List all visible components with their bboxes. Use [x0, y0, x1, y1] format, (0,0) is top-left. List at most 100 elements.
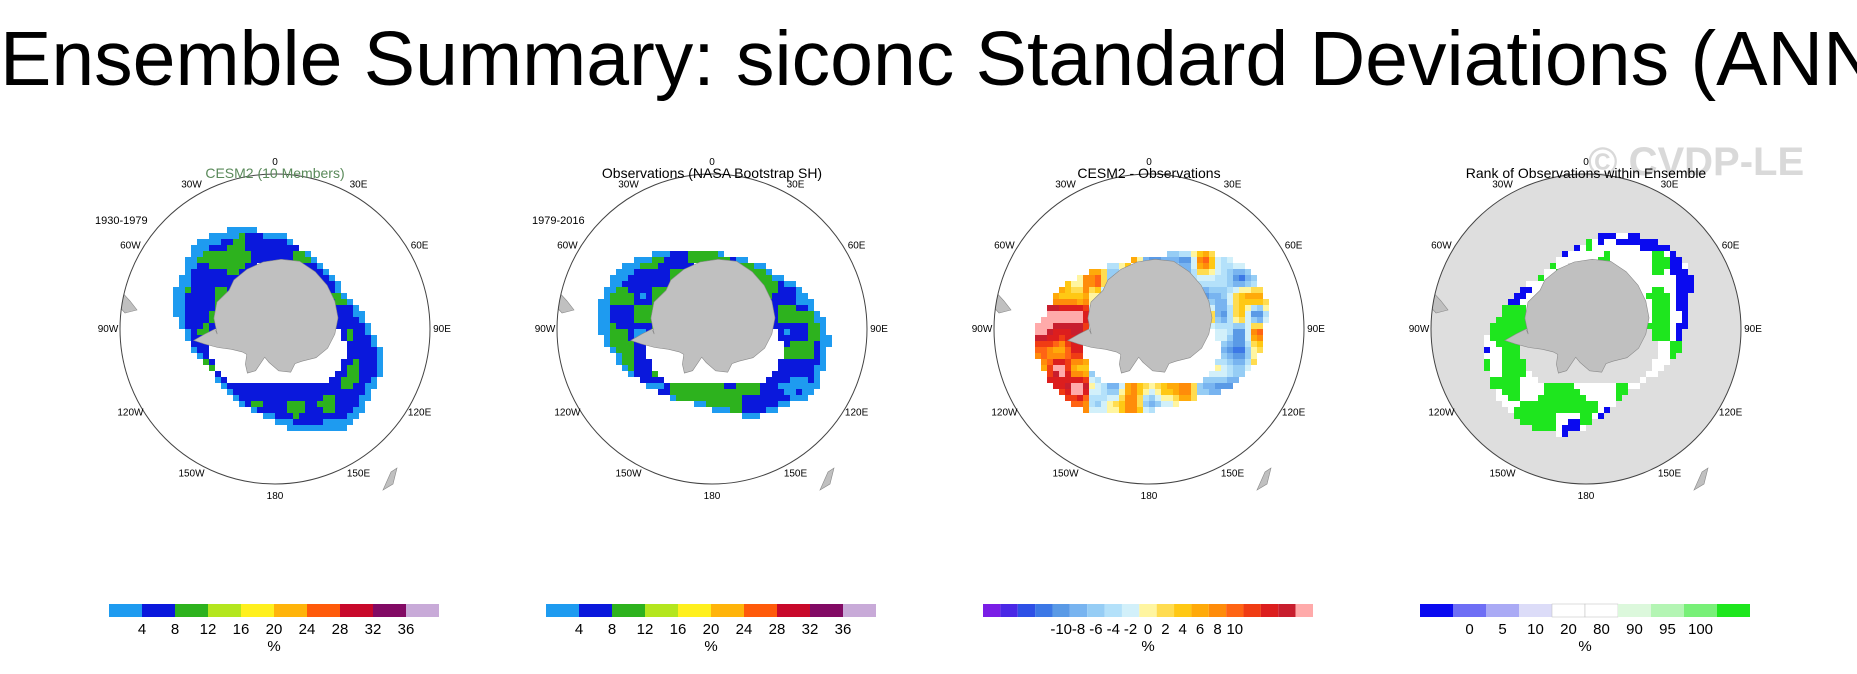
grid-cell: [820, 359, 826, 365]
grid-cell: [814, 347, 820, 353]
grid-cell: [1628, 245, 1634, 251]
grid-cell: [335, 311, 341, 317]
grid-cell: [1173, 389, 1179, 395]
grid-cell: [1197, 257, 1203, 263]
grid-cell: [305, 413, 311, 419]
grid-cell: [1095, 407, 1101, 413]
grid-cell: [1520, 359, 1526, 365]
grid-cell: [1245, 335, 1251, 341]
grid-cell: [1526, 377, 1532, 383]
grid-cell: [335, 413, 341, 419]
longitude-label: 30W: [181, 179, 202, 190]
grid-cell: [287, 395, 293, 401]
grid-cell: [347, 407, 353, 413]
grid-cell: [658, 287, 664, 293]
grid-cell: [251, 383, 257, 389]
grid-cell: [1203, 257, 1209, 263]
grid-cell: [1089, 395, 1095, 401]
grid-cell: [1227, 365, 1233, 371]
grid-cell: [1227, 281, 1233, 287]
grid-cell: [676, 257, 682, 263]
grid-cell: [718, 401, 724, 407]
grid-cell: [616, 311, 622, 317]
grid-cell: [353, 377, 359, 383]
grid-cell: [670, 395, 676, 401]
grid-cell: [341, 395, 347, 401]
grid-cell: [353, 329, 359, 335]
grid-cell: [646, 305, 652, 311]
grid-cell: [790, 389, 796, 395]
grid-cell: [1532, 377, 1538, 383]
grid-cell: [1053, 365, 1059, 371]
grid-cell: [1089, 281, 1095, 287]
grid-cell: [1526, 281, 1532, 287]
grid-cell: [1496, 389, 1502, 395]
grid-cell: [341, 317, 347, 323]
grid-cell: [197, 281, 203, 287]
grid-cell: [1251, 329, 1257, 335]
grid-cell: [1239, 347, 1245, 353]
grid-cell: [1209, 389, 1215, 395]
grid-cell: [1215, 389, 1221, 395]
grid-cell: [1233, 347, 1239, 353]
grid-cell: [808, 305, 814, 311]
grid-cell: [1245, 347, 1251, 353]
grid-cell: [299, 395, 305, 401]
grid-cell: [1556, 389, 1562, 395]
grid-cell: [796, 335, 802, 341]
grid-cell: [778, 359, 784, 365]
grid-cell: [221, 281, 227, 287]
longitude-label: 60E: [1285, 241, 1303, 252]
grid-cell: [1604, 401, 1610, 407]
grid-cell: [1652, 305, 1658, 311]
grid-cell: [1508, 401, 1514, 407]
grid-cell: [377, 347, 383, 353]
grid-cell: [1077, 377, 1083, 383]
grid-cell: [1221, 311, 1227, 317]
grid-cell: [1658, 335, 1664, 341]
grid-cell: [233, 233, 239, 239]
grid-cell: [1652, 251, 1658, 257]
colorbar-tick-label: -8: [1072, 621, 1085, 638]
grid-cell: [365, 341, 371, 347]
grid-cell: [1053, 323, 1059, 329]
grid-cell: [1131, 407, 1137, 413]
colorbar-tick-label: 0: [1144, 621, 1152, 638]
grid-cell: [1041, 317, 1047, 323]
colorbar-swatch: [1260, 604, 1279, 617]
grid-cell: [1580, 425, 1586, 431]
grid-cell: [311, 419, 317, 425]
grid-cell: [616, 281, 622, 287]
grid-cell: [1065, 299, 1071, 305]
grid-cell: [209, 305, 215, 311]
grid-cell: [1113, 263, 1119, 269]
grid-cell: [790, 299, 796, 305]
grid-cell: [1203, 287, 1209, 293]
grid-cell: [1658, 275, 1664, 281]
grid-cell: [1059, 353, 1065, 359]
grid-cell: [197, 269, 203, 275]
grid-cell: [1580, 389, 1586, 395]
grid-cell: [766, 383, 772, 389]
colorbar-swatch: [1717, 604, 1750, 617]
grid-cell: [347, 359, 353, 365]
grid-cell: [754, 395, 760, 401]
colorbar-swatch: [1278, 604, 1296, 617]
grid-cell: [1251, 359, 1257, 365]
grid-cell: [209, 293, 215, 299]
grid-cell: [1646, 281, 1652, 287]
grid-cell: [1239, 275, 1245, 281]
colorbar-swatch: [1104, 604, 1122, 617]
grid-cell: [335, 287, 341, 293]
grid-cell: [646, 377, 652, 383]
grid-cell: [622, 263, 628, 269]
grid-cell: [634, 371, 640, 377]
grid-cell: [1550, 269, 1556, 275]
grid-cell: [1586, 383, 1592, 389]
grid-cell: [1035, 347, 1041, 353]
grid-cell: [1682, 293, 1688, 299]
grid-cell: [1215, 299, 1221, 305]
grid-cell: [1586, 389, 1592, 395]
grid-cell: [1233, 287, 1239, 293]
grid-cell: [1065, 281, 1071, 287]
